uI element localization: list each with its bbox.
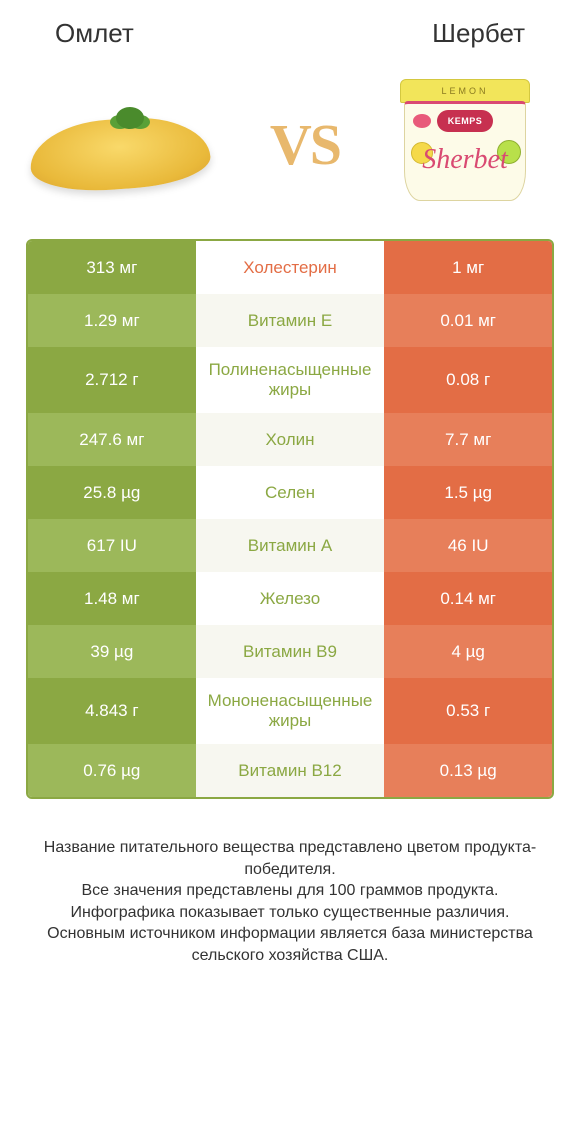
footer-line-3: Инфографика показывает только существенн… [30,902,550,924]
value-left: 25.8 µg [28,466,196,519]
title-left: Омлет [55,18,134,49]
table-row: 1.48 мгЖелезо0.14 мг [28,572,552,625]
nutrient-label: Витамин B9 [196,625,385,678]
value-left: 313 мг [28,241,196,294]
value-left: 4.843 г [28,678,196,744]
footer-line-4: Основным источником информации является … [30,923,550,966]
value-left: 39 µg [28,625,196,678]
value-right: 0.08 г [384,347,552,413]
table-row: 4.843 гМононенасыщенные жиры0.53 г [28,678,552,744]
value-left: 617 IU [28,519,196,572]
table-row: 617 IUВитамин A46 IU [28,519,552,572]
value-right: 0.13 µg [384,744,552,797]
footer-line-1: Название питательного вещества представл… [30,837,550,880]
value-right: 1 мг [384,241,552,294]
sherbet-script: Sherbet [405,144,525,176]
value-left: 0.76 µg [28,744,196,797]
image-row: VS LEMON KEMPS Sherbet [0,59,580,239]
table-row: 39 µgВитамин B94 µg [28,625,552,678]
title-right: Шербет [432,18,525,49]
nutrient-label: Полиненасыщенные жиры [196,347,385,413]
sherbet-illustration: LEMON KEMPS Sherbet [390,79,540,209]
value-right: 46 IU [384,519,552,572]
value-left: 1.29 мг [28,294,196,347]
value-right: 7.7 мг [384,413,552,466]
omelet-illustration [30,89,220,199]
table-row: 1.29 мгВитамин E0.01 мг [28,294,552,347]
footer-notes: Название питательного вещества представл… [0,799,580,967]
nutrient-label: Витамин B12 [196,744,385,797]
header: Омлет Шербет [0,0,580,59]
comparison-table: 313 мгХолестерин1 мг1.29 мгВитамин E0.01… [26,239,554,799]
value-right: 0.53 г [384,678,552,744]
table-row: 25.8 µgСелен1.5 µg [28,466,552,519]
value-left: 1.48 мг [28,572,196,625]
table-row: 247.6 мгХолин7.7 мг [28,413,552,466]
footer-line-2: Все значения представлены для 100 граммо… [30,880,550,902]
table-row: 313 мгХолестерин1 мг [28,241,552,294]
vs-label: VS [270,111,340,178]
value-left: 247.6 мг [28,413,196,466]
nutrient-label: Витамин A [196,519,385,572]
sherbet-lid: LEMON [400,79,530,103]
nutrient-label: Витамин E [196,294,385,347]
table-row: 2.712 гПолиненасыщенные жиры0.08 г [28,347,552,413]
nutrient-label: Холин [196,413,385,466]
value-right: 0.14 мг [384,572,552,625]
sherbet-brand: KEMPS [437,110,493,132]
nutrient-label: Селен [196,466,385,519]
value-right: 1.5 µg [384,466,552,519]
table-row: 0.76 µgВитамин B120.13 µg [28,744,552,797]
nutrient-label: Холестерин [196,241,385,294]
value-right: 0.01 мг [384,294,552,347]
nutrient-label: Мононенасыщенные жиры [196,678,385,744]
value-left: 2.712 г [28,347,196,413]
sherbet-tub: KEMPS Sherbet [404,101,526,201]
nutrient-label: Железо [196,572,385,625]
value-right: 4 µg [384,625,552,678]
